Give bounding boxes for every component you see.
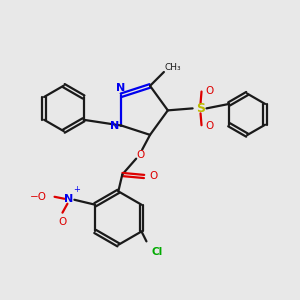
Text: O: O <box>206 121 214 131</box>
Text: O: O <box>136 150 144 160</box>
Text: N: N <box>64 194 73 204</box>
Text: CH₃: CH₃ <box>164 62 181 71</box>
Text: S: S <box>196 102 205 115</box>
Text: N: N <box>110 121 119 130</box>
Text: O: O <box>206 85 214 96</box>
Text: O: O <box>58 217 67 226</box>
Text: +: + <box>74 185 80 194</box>
Text: O: O <box>149 172 157 182</box>
Text: Cl: Cl <box>152 247 163 257</box>
Text: N: N <box>116 83 125 93</box>
Text: −O: −O <box>30 192 46 202</box>
